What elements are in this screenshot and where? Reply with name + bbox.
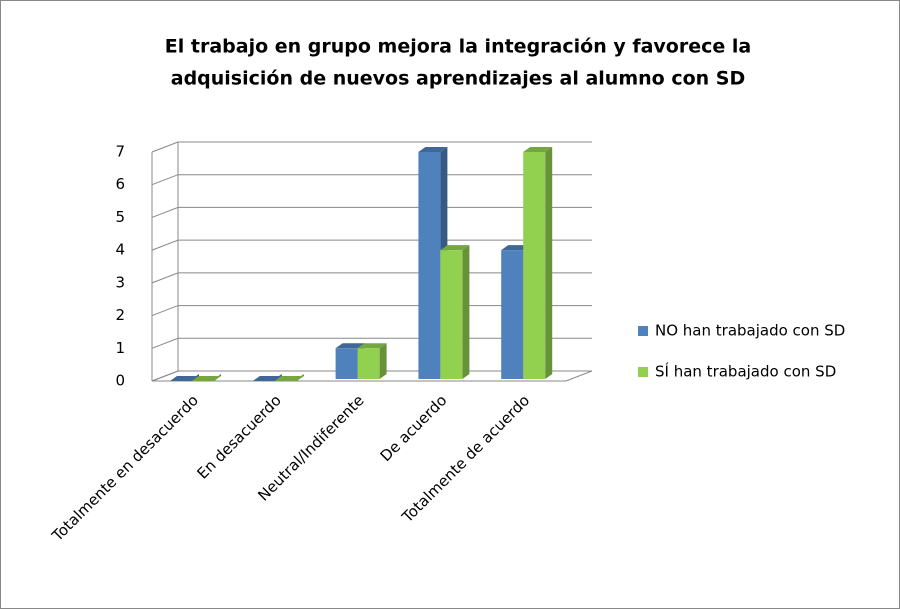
bar-top <box>501 245 531 251</box>
grid-line <box>151 239 592 251</box>
grid-line <box>151 206 592 218</box>
grid-line <box>151 174 592 186</box>
bar-side <box>379 343 387 379</box>
bar <box>523 147 553 379</box>
bar-side <box>462 245 470 379</box>
bar-top <box>252 376 282 381</box>
bar-side <box>545 147 553 379</box>
y-tick-label: 6 <box>115 175 125 193</box>
chart-title: El trabajo en grupo mejora la integració… <box>165 36 751 58</box>
y-tick-label: 7 <box>115 143 125 161</box>
bar-top <box>170 376 199 381</box>
bar <box>440 245 470 379</box>
bar-top <box>192 376 221 381</box>
bar-front <box>440 250 463 379</box>
bar-front <box>501 250 524 379</box>
legend-label: NO han trabajado con SD <box>655 322 845 340</box>
y-tick-label: 3 <box>115 273 125 291</box>
legend-swatch <box>638 367 648 377</box>
legend-swatch <box>638 326 648 336</box>
y-tick-label: 4 <box>115 241 125 259</box>
bar-top <box>357 343 387 349</box>
y-tick-label: 5 <box>115 208 125 226</box>
y-tick-label: 1 <box>115 339 125 357</box>
bar-top <box>440 245 470 251</box>
bar-front <box>523 152 546 379</box>
bar-top <box>523 147 553 152</box>
bar <box>357 343 387 379</box>
bar-front <box>418 152 441 379</box>
bar <box>274 374 304 381</box>
bar <box>252 374 282 381</box>
bar <box>170 374 199 381</box>
legend-label: SÍ han trabajado con SD <box>655 362 836 381</box>
y-tick-label: 0 <box>115 372 125 390</box>
chart-title: adquisición de nuevos aprendizajes al al… <box>171 68 746 90</box>
bar-top <box>418 147 448 152</box>
bar-top <box>274 376 304 381</box>
bar-front <box>357 348 380 379</box>
bar-top <box>335 343 365 349</box>
y-tick-label: 2 <box>115 306 125 324</box>
grid-line <box>151 141 592 153</box>
bar-front <box>335 348 358 379</box>
bar <box>192 374 221 381</box>
